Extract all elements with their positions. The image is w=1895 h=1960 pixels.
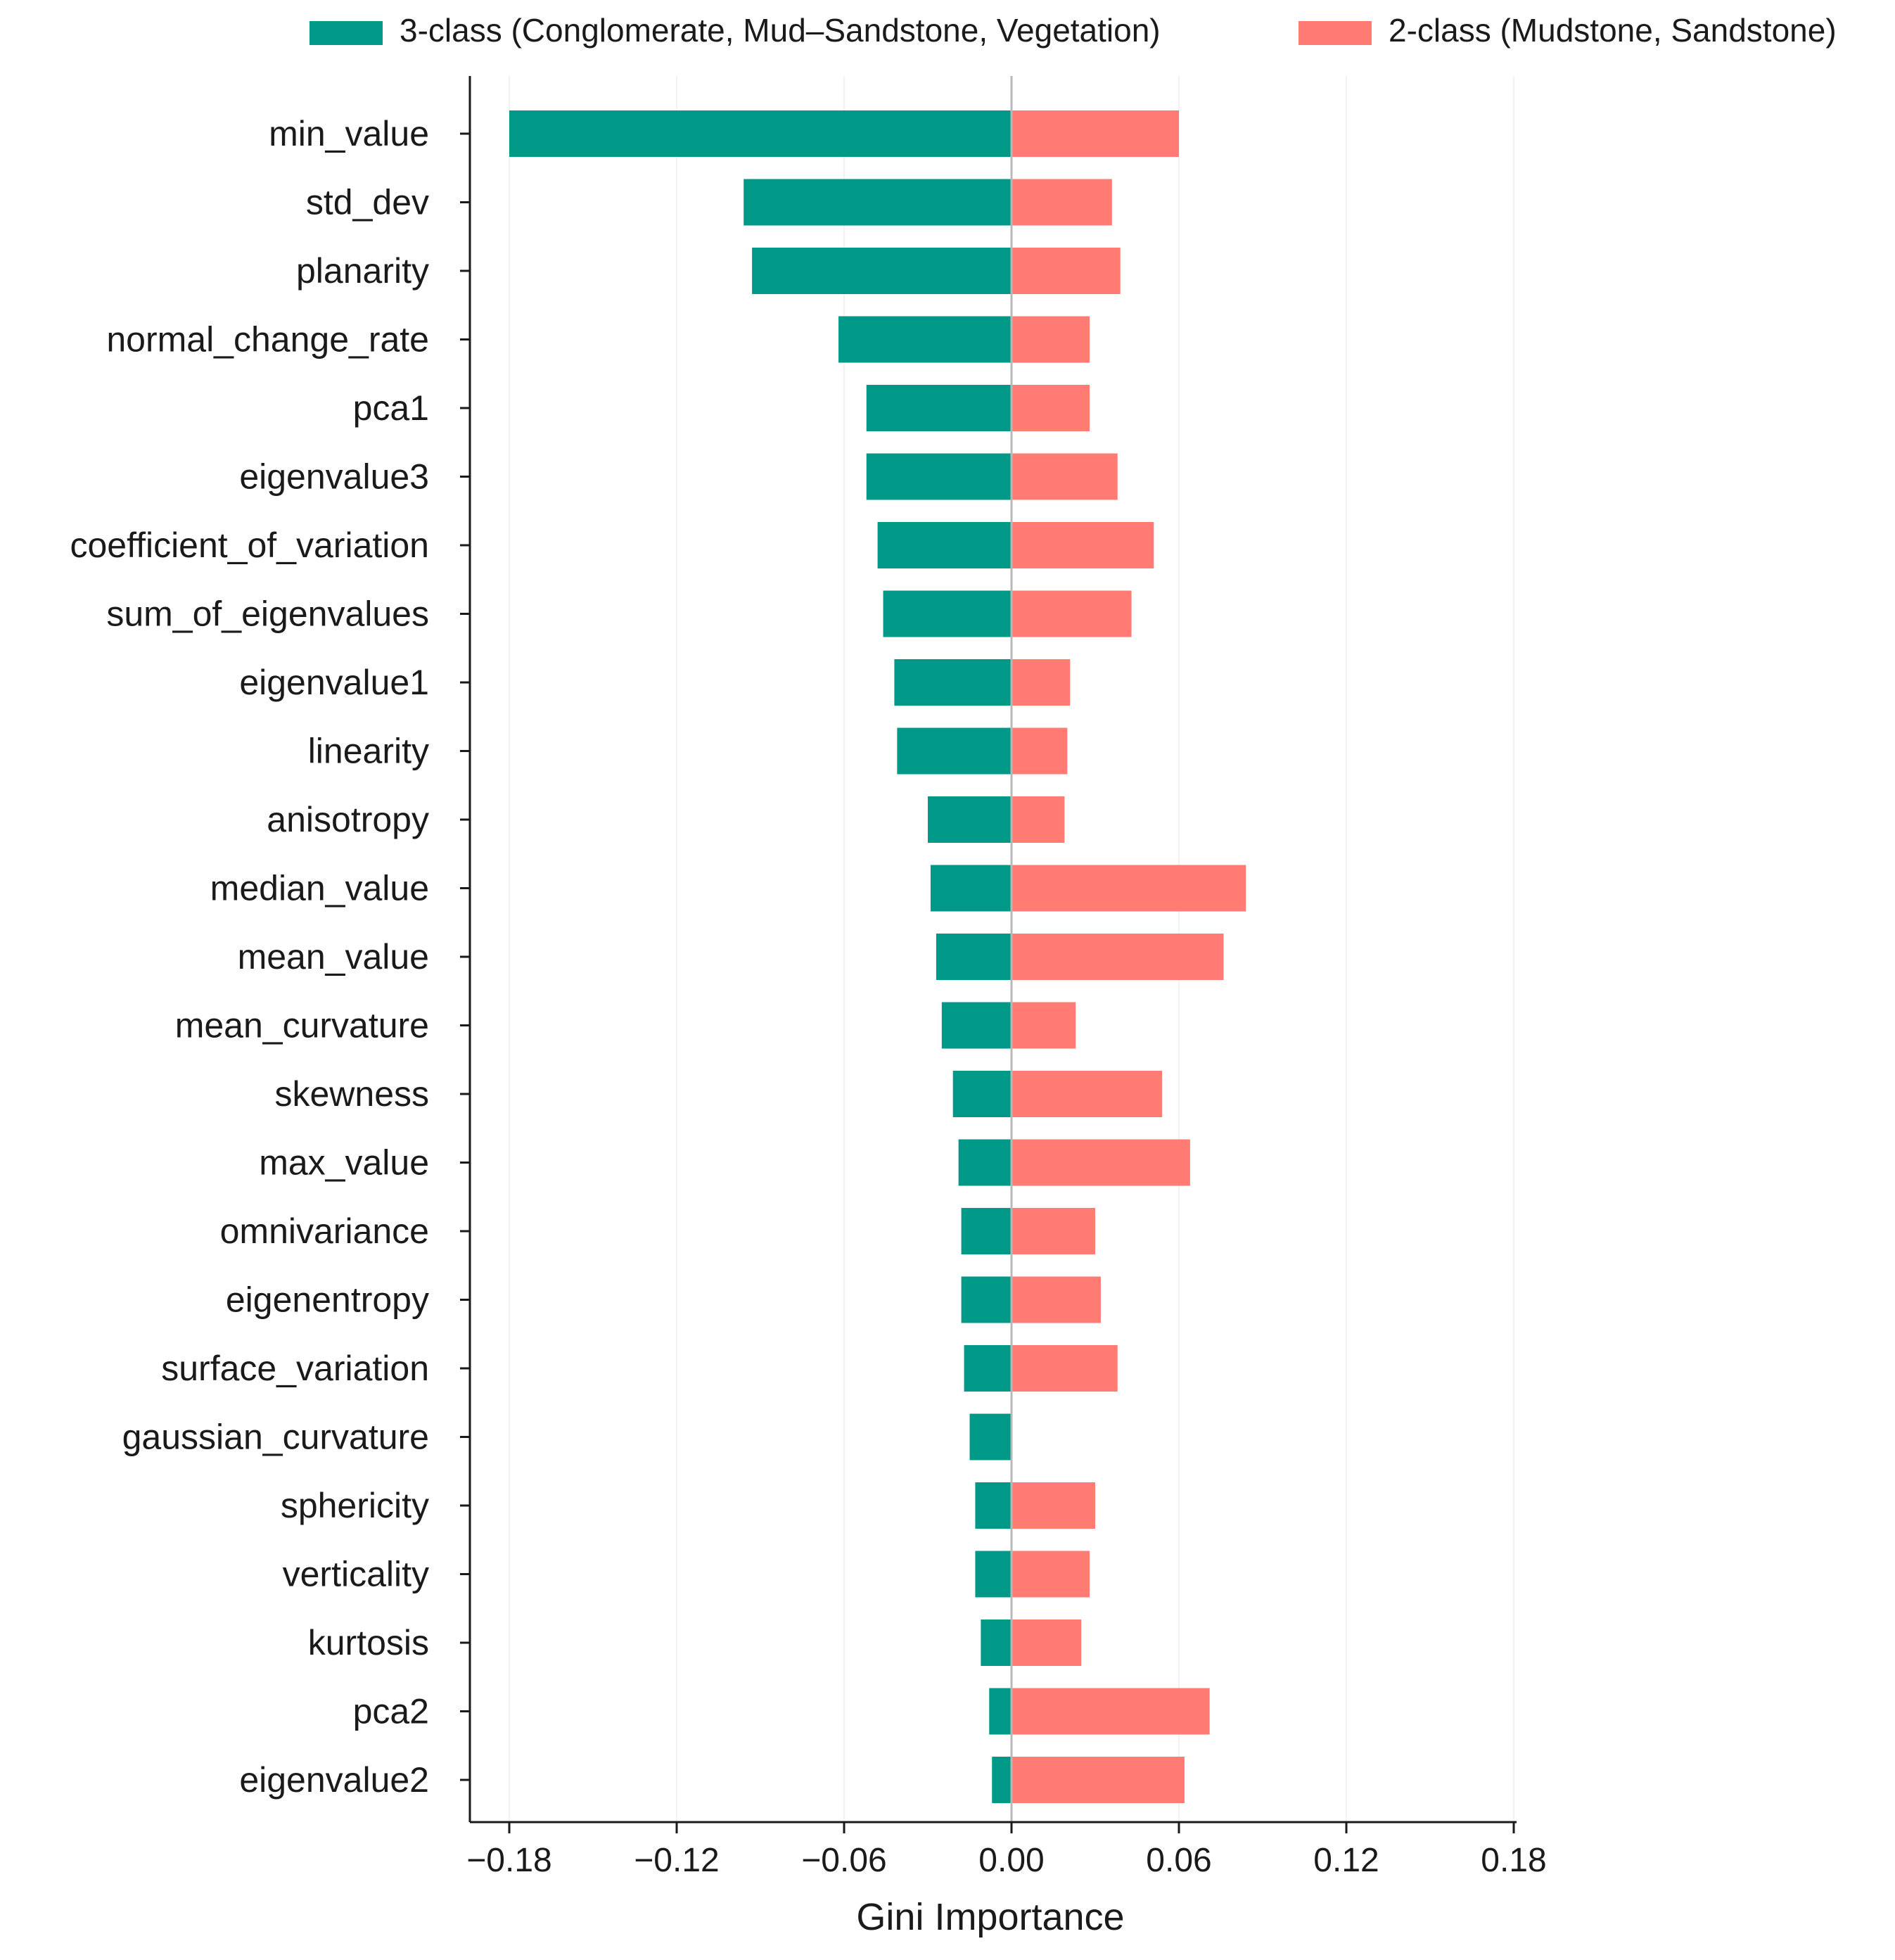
bar-2class-coefficient-of-variation [1012, 522, 1154, 568]
bar-3class-verticality [975, 1551, 1012, 1598]
bar-3class-skewness [952, 1071, 1012, 1117]
y-tick-label-omnivariance: omnivariance [220, 1211, 429, 1251]
bar-3class-anisotropy [928, 796, 1012, 843]
bar-3class-eigenvalue3 [866, 453, 1012, 500]
bar-3class-sum-of-eigenvalues [883, 590, 1012, 637]
bar-2class-eigenvalue2 [1012, 1757, 1185, 1803]
bar-2class-eigenentropy [1012, 1276, 1101, 1323]
y-tick-label-surface-variation: surface_variation [161, 1349, 429, 1388]
bar-2class-max-value [1012, 1139, 1190, 1186]
y-tick-label-eigenvalue1: eigenvalue1 [239, 663, 429, 702]
y-tick-label-eigenvalue2: eigenvalue2 [239, 1760, 429, 1800]
y-tick-label-max-value: max_value [259, 1143, 429, 1183]
x-tick-label-3: 0.00 [978, 1842, 1044, 1879]
bar-2class-planarity [1012, 248, 1121, 294]
bar-3class-kurtosis [981, 1619, 1012, 1666]
y-tick-label-pca2: pca2 [353, 1692, 429, 1731]
bar-3class-gaussian-curvature [969, 1413, 1012, 1461]
bar-2class-normal-change-rate [1012, 316, 1090, 363]
bar-3class-omnivariance [961, 1208, 1012, 1254]
bar-2class-mean-value [1012, 934, 1224, 980]
bar-2class-pca1 [1012, 385, 1090, 431]
bar-3class-eigenvalue2 [992, 1757, 1012, 1803]
bar-2class-anisotropy [1012, 796, 1065, 843]
bar-2class-eigenvalue3 [1012, 453, 1118, 500]
y-tick-label-verticality: verticality [283, 1555, 429, 1594]
bar-2class-kurtosis [1012, 1619, 1082, 1666]
bar-2class-pca2 [1012, 1688, 1210, 1735]
bar-3class-max-value [958, 1139, 1012, 1186]
bar-3class-std-dev [744, 179, 1012, 226]
y-tick-label-min-value: min_value [269, 114, 429, 153]
y-tick-label-sphericity: sphericity [281, 1486, 429, 1525]
legend-label-3-class: 3-class (Conglomerate, Mud–Sandstone, Ve… [400, 12, 1161, 49]
x-axis-label: Gini Importance [856, 1896, 1124, 1938]
bar-3class-median-value [930, 865, 1012, 912]
legend-label-2-class: 2-class (Mudstone, Sandstone) [1389, 12, 1837, 49]
bar-3class-pca1 [866, 385, 1012, 431]
y-tick-label-sum-of-eigenvalues: sum_of_eigenvalues [106, 594, 429, 634]
x-tick-label-1: −0.12 [634, 1842, 719, 1879]
x-tick-label-6: 0.18 [1481, 1842, 1546, 1879]
y-tick-label-median-value: median_value [210, 869, 429, 908]
bar-3class-sphericity [975, 1482, 1012, 1529]
y-tick-label-eigenvalue3: eigenvalue3 [239, 457, 429, 497]
bar-2class-std-dev [1012, 179, 1112, 226]
bar-2class-omnivariance [1012, 1208, 1095, 1254]
bar-2class-sum-of-eigenvalues [1012, 590, 1132, 637]
y-tick-label-mean-value: mean_value [238, 937, 429, 976]
bar-3class-pca2 [989, 1688, 1012, 1735]
y-tick-label-std-dev: std_dev [306, 183, 429, 222]
x-tick-label-5: 0.12 [1313, 1842, 1379, 1879]
bar-2class-verticality [1012, 1551, 1090, 1598]
legend-swatch-2-class [1299, 21, 1372, 45]
bar-3class-linearity [897, 727, 1012, 775]
bar-3class-mean-curvature [941, 1002, 1012, 1049]
bar-3class-eigenentropy [961, 1276, 1012, 1323]
bar-2class-surface-variation [1012, 1345, 1118, 1392]
bar-2class-eigenvalue1 [1012, 659, 1071, 706]
y-tick-label-kurtosis: kurtosis [308, 1623, 429, 1662]
y-tick-label-pca1: pca1 [353, 388, 429, 428]
legend-swatch-3-class [310, 21, 383, 45]
bar-2class-min-value [1012, 110, 1179, 157]
y-tick-label-linearity: linearity [308, 732, 429, 771]
bar-2class-skewness [1012, 1071, 1163, 1117]
bar-3class-coefficient-of-variation [877, 522, 1012, 568]
y-tick-label-planarity: planarity [296, 251, 429, 291]
bar-3class-normal-change-rate [838, 316, 1012, 363]
y-tick-label-eigenentropy: eigenentropy [226, 1280, 429, 1320]
bar-3class-mean-value [936, 934, 1012, 980]
bar-3class-planarity [752, 248, 1012, 294]
bar-3class-eigenvalue1 [894, 659, 1012, 706]
bar-3class-surface-variation [964, 1345, 1012, 1392]
x-tick-label-4: 0.06 [1146, 1842, 1211, 1879]
bar-3class-min-value [509, 110, 1012, 157]
bar-2class-median-value [1012, 865, 1246, 912]
y-tick-label-coefficient-of-variation: coefficient_of_variation [70, 526, 429, 565]
y-tick-label-normal-change-rate: normal_change_rate [106, 320, 429, 359]
y-tick-label-skewness: skewness [274, 1074, 429, 1114]
y-tick-label-anisotropy: anisotropy [267, 800, 429, 839]
bar-2class-linearity [1012, 727, 1068, 775]
y-tick-label-mean-curvature: mean_curvature [175, 1006, 429, 1045]
y-tick-label-gaussian-curvature: gaussian_curvature [122, 1418, 429, 1457]
bar-2class-mean-curvature [1012, 1002, 1076, 1049]
legend: 3-class (Conglomerate, Mud–Sandstone, Ve… [310, 12, 1837, 49]
x-tick-label-2: −0.06 [801, 1842, 886, 1879]
bar-2class-sphericity [1012, 1482, 1095, 1529]
x-tick-label-0: −0.18 [466, 1842, 551, 1879]
plot-area: min_value std_dev planarity normal_change_r… [70, 76, 1547, 1879]
